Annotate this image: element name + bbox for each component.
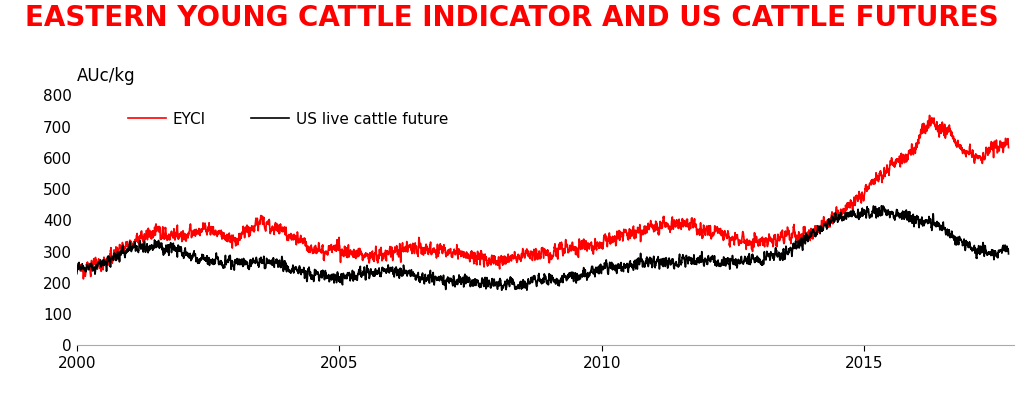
Line: EYCI: EYCI [77,116,1009,279]
EYCI [644,224,656,228]
US live cattle future [496,288,508,293]
US live cattle future [144,247,157,252]
EYCI [800,236,812,241]
US live cattle future [644,255,656,260]
EYCI [78,277,90,281]
US live cattle future [591,268,603,272]
Line: US live cattle future: US live cattle future [77,206,1009,290]
EYCI [1002,145,1015,150]
US live cattle future [136,245,148,250]
US live cattle future [800,231,812,235]
EYCI [71,267,83,272]
Text: EASTERN YOUNG CATTLE INDICATOR AND US CATTLE FUTURES: EASTERN YOUNG CATTLE INDICATOR AND US CA… [26,4,998,32]
EYCI [137,237,150,242]
EYCI [924,113,936,118]
EYCI [591,245,603,250]
Legend: EYCI, US live cattle future: EYCI, US live cattle future [122,106,454,133]
US live cattle future [1002,252,1015,256]
US live cattle future [876,203,888,208]
EYCI [144,235,157,240]
EYCI [612,230,625,235]
US live cattle future [612,266,625,270]
Text: AUc/kg: AUc/kg [77,67,135,85]
US live cattle future [71,271,83,276]
